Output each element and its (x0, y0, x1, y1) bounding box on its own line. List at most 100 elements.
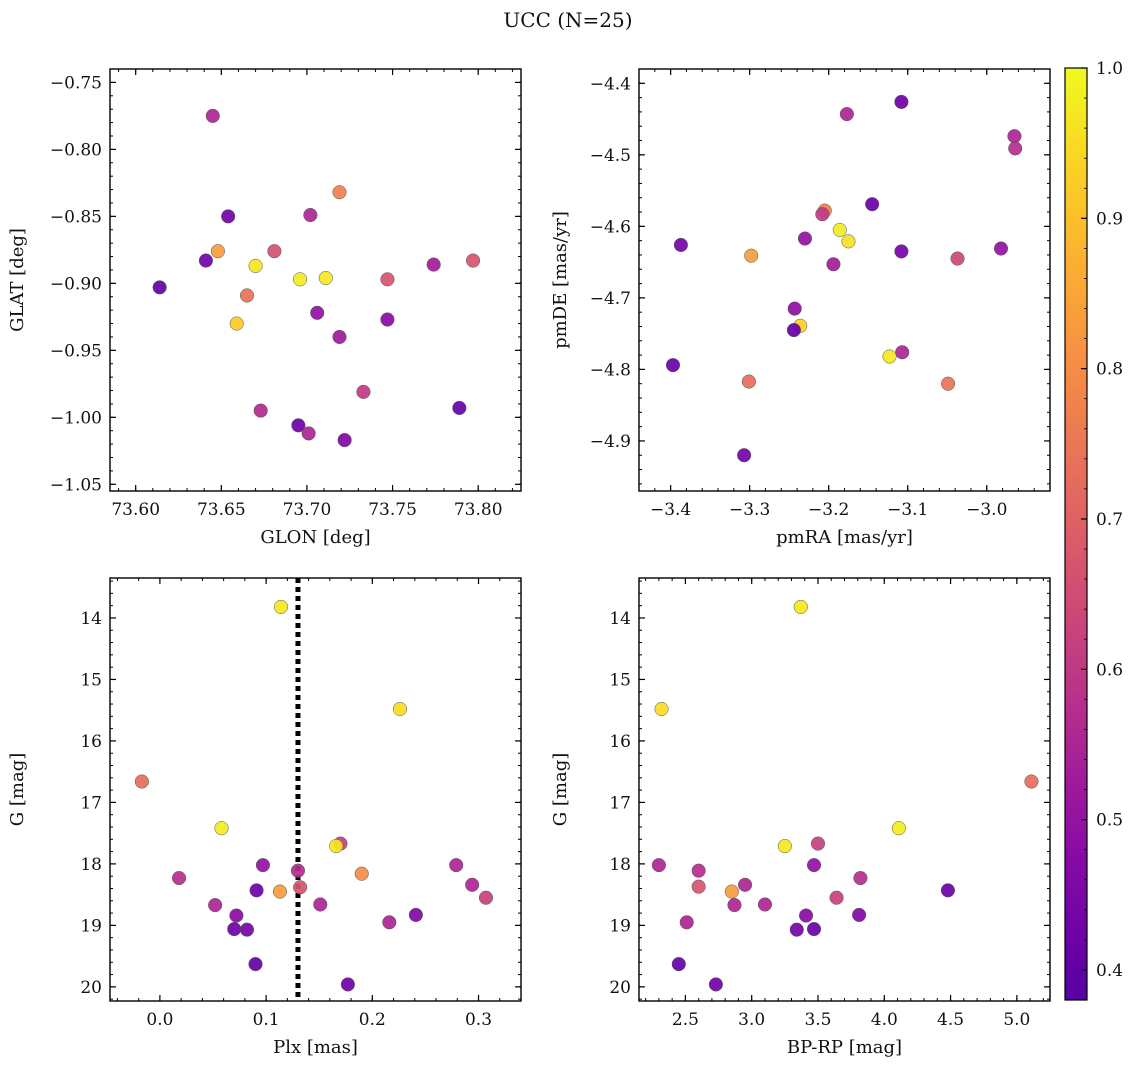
scatter-point (797, 231, 813, 246)
y-tick-label: 14 (80, 609, 102, 629)
scatter-point (229, 316, 244, 331)
scatter-point (738, 877, 753, 892)
x-tick-label: 73.75 (368, 500, 417, 520)
x-axis-label: GLON [deg] (260, 527, 370, 548)
scatter-point (452, 400, 467, 415)
scatter-point (651, 858, 666, 873)
x-tick-label: −3.2 (808, 500, 849, 520)
scatter-point (993, 241, 1009, 256)
scatter-point (466, 253, 481, 268)
plot-frame (638, 577, 1051, 1002)
scatter-point (171, 870, 187, 886)
colorbar-tick-label: 0.8 (1096, 360, 1123, 380)
y-tick-label: −4.4 (590, 74, 631, 94)
scatter-point (214, 821, 229, 836)
scatter-point (940, 376, 956, 391)
y-tick-label: 18 (80, 855, 102, 875)
x-axis-label: Plx [mas] (273, 1037, 358, 1058)
scatter-point (229, 908, 244, 923)
scatter-point (239, 922, 255, 937)
scatter-point (895, 345, 910, 360)
x-tick-label: 73.65 (197, 500, 246, 520)
scatter-point (291, 418, 306, 433)
scatter-point (134, 774, 149, 789)
scatter-point (301, 426, 316, 441)
scatter-point (249, 883, 264, 898)
x-axis-label: pmRA [mas/yr] (776, 527, 913, 548)
scatter-point (152, 280, 167, 295)
scatter-point (815, 207, 830, 222)
y-tick-label: −0.95 (50, 341, 102, 361)
scatter-point (806, 922, 822, 937)
scatter-point (303, 207, 318, 223)
scatter-point (392, 701, 407, 717)
scatter-point (786, 323, 801, 338)
y-tick-label: −0.85 (50, 207, 102, 227)
scatter-point (793, 599, 808, 614)
x-tick-label: −3.3 (729, 500, 770, 520)
x-tick-label: 0.3 (465, 1010, 492, 1030)
x-tick-label: 4.5 (937, 1010, 964, 1030)
y-tick-label: −1.05 (50, 475, 102, 495)
y-tick-label: 18 (609, 855, 631, 875)
x-tick-label: −3.1 (887, 500, 928, 520)
scatter-point (841, 234, 856, 249)
scatter-point (253, 403, 268, 418)
scatter-point (382, 915, 397, 930)
scatter-point (267, 244, 282, 259)
y-tick-label: 20 (80, 978, 102, 998)
scatter-point (852, 907, 867, 922)
scatter-point (940, 883, 955, 898)
x-tick-label: 73.70 (283, 500, 332, 520)
scatter-point (248, 957, 263, 972)
colorbar-tick-label: 0.4 (1096, 961, 1123, 981)
plot-frame (638, 68, 1051, 492)
scatter-point (853, 870, 868, 886)
x-tick-label: 4.0 (871, 1010, 898, 1030)
scatter-point (332, 185, 347, 200)
y-tick-label: −4.6 (590, 217, 631, 237)
scatter-point (248, 258, 263, 273)
scatter-point (950, 251, 965, 266)
x-tick-label: 73.60 (111, 500, 160, 520)
x-tick-label: 0.1 (253, 1010, 280, 1030)
scatter-point (882, 349, 897, 364)
scatter-point (724, 884, 739, 899)
scatter-point (239, 288, 255, 303)
y-tick-label: 15 (609, 670, 631, 690)
scatter-point (829, 890, 844, 905)
scatter-point (380, 312, 395, 327)
scatter-point (727, 898, 742, 913)
y-axis-label: GLAT [deg] (7, 228, 28, 332)
scatter-point (691, 879, 706, 894)
scatter-point (757, 897, 773, 912)
x-tick-label: 2.5 (672, 1010, 699, 1030)
plot-frame (109, 68, 522, 492)
scatter-point (198, 253, 213, 268)
x-tick-label: 73.80 (454, 500, 503, 520)
scatter-point (787, 301, 802, 316)
y-tick-label: −0.75 (50, 73, 102, 93)
y-axis-label: pmDE [mas/yr] (550, 211, 571, 349)
scatter-point (255, 858, 270, 873)
scatter-point (894, 94, 909, 109)
y-tick-label: 14 (609, 609, 631, 629)
scatter-point (337, 433, 352, 448)
panel-2: −3.4 −3.3 −3.2 −3.1 −3.0 −4.4 −4.5 −4.6 −4.7 −4.8… (550, 68, 1051, 548)
x-axis-label: BP-RP [mag] (787, 1037, 902, 1058)
colorbar: 0.4 0.5 0.6 0.7 0.8 0.9 1.0 (1064, 59, 1123, 1001)
x-tick-label: 3.5 (804, 1010, 831, 1030)
scatter-point (356, 384, 371, 399)
y-tick-label: 17 (80, 793, 102, 813)
scatter-point (449, 858, 464, 873)
scatter-point (810, 836, 826, 851)
scatter-point (708, 977, 723, 992)
y-tick-label: −4.9 (590, 432, 631, 452)
scatter-point (789, 922, 804, 937)
scatter-point (839, 107, 854, 122)
y-tick-label: 20 (609, 978, 631, 998)
scatter-point (665, 358, 681, 373)
scatter-point (894, 244, 909, 259)
scatter-point (205, 108, 220, 123)
